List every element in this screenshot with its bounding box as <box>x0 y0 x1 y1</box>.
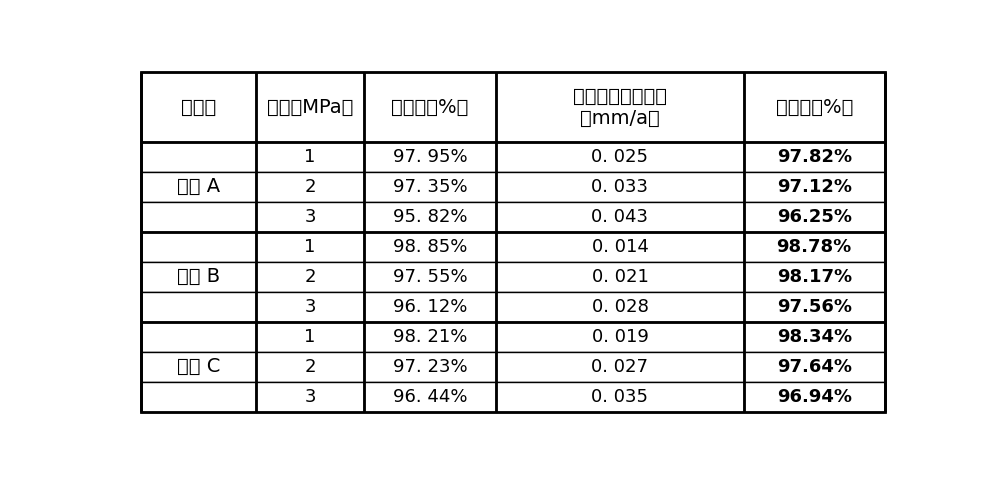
Text: 配方 C: 配方 C <box>177 357 220 376</box>
Text: 96.25%: 96.25% <box>777 208 852 226</box>
Text: 1: 1 <box>304 238 316 256</box>
Text: 阻垢率（%）: 阻垢率（%） <box>391 98 469 116</box>
Bar <box>744 352 885 382</box>
Text: 复合剂: 复合剂 <box>181 98 216 116</box>
Bar <box>496 262 744 292</box>
Text: 98. 85%: 98. 85% <box>393 238 467 256</box>
Text: 2: 2 <box>304 268 316 285</box>
Text: 98. 21%: 98. 21% <box>393 328 467 346</box>
Text: 96. 12%: 96. 12% <box>393 297 467 316</box>
Text: 97. 95%: 97. 95% <box>393 148 467 166</box>
Text: 97.12%: 97.12% <box>777 178 852 196</box>
Bar <box>256 292 364 321</box>
Text: 3: 3 <box>304 388 316 406</box>
Bar <box>744 72 885 142</box>
Bar <box>364 72 496 142</box>
Bar <box>364 142 496 172</box>
Text: 2: 2 <box>304 358 316 376</box>
Bar <box>496 232 744 262</box>
Bar <box>744 262 885 292</box>
Text: 96.94%: 96.94% <box>777 388 852 406</box>
Bar <box>256 172 364 202</box>
Text: 0. 014: 0. 014 <box>592 238 648 256</box>
Bar <box>744 382 885 411</box>
Text: 97.64%: 97.64% <box>777 358 852 376</box>
Bar <box>744 292 885 321</box>
Bar <box>140 321 256 352</box>
Text: 0. 025: 0. 025 <box>591 148 648 166</box>
Bar <box>256 382 364 411</box>
Bar <box>496 382 744 411</box>
Text: 98.17%: 98.17% <box>777 268 852 285</box>
Text: 96. 44%: 96. 44% <box>393 388 467 406</box>
Bar <box>364 202 496 232</box>
Text: 配方 B: 配方 B <box>177 267 220 286</box>
Bar <box>744 232 885 262</box>
Bar <box>256 232 364 262</box>
Bar <box>140 72 256 142</box>
Bar <box>364 352 496 382</box>
Bar <box>140 142 256 172</box>
Text: 0. 035: 0. 035 <box>591 388 648 406</box>
Text: 97. 23%: 97. 23% <box>393 358 467 376</box>
Bar <box>364 262 496 292</box>
Bar <box>496 292 744 321</box>
Text: 98.34%: 98.34% <box>777 328 852 346</box>
Bar <box>140 352 256 382</box>
Text: 1: 1 <box>304 328 316 346</box>
Text: 3: 3 <box>304 297 316 316</box>
Text: 97. 55%: 97. 55% <box>393 268 467 285</box>
Text: 0. 027: 0. 027 <box>591 358 648 376</box>
Text: 压力（MPa）: 压力（MPa） <box>267 98 353 116</box>
Bar <box>256 321 364 352</box>
Text: 配方 A: 配方 A <box>177 177 220 196</box>
Bar <box>744 202 885 232</box>
Text: 97.56%: 97.56% <box>777 297 852 316</box>
Bar <box>256 142 364 172</box>
Bar <box>140 232 256 262</box>
Bar <box>744 142 885 172</box>
Bar <box>140 262 256 292</box>
Bar <box>140 292 256 321</box>
Bar <box>496 72 744 142</box>
Text: 0. 019: 0. 019 <box>592 328 648 346</box>
Bar <box>140 202 256 232</box>
Text: 98.78%: 98.78% <box>777 238 852 256</box>
Text: 95. 82%: 95. 82% <box>393 208 467 226</box>
Bar <box>496 202 744 232</box>
Bar <box>744 321 885 352</box>
Bar <box>140 382 256 411</box>
Text: 0. 033: 0. 033 <box>591 178 648 196</box>
Text: 1: 1 <box>304 148 316 166</box>
Text: 3: 3 <box>304 208 316 226</box>
Text: 0. 043: 0. 043 <box>591 208 648 226</box>
Bar <box>364 321 496 352</box>
Bar <box>256 72 364 142</box>
Bar <box>496 142 744 172</box>
Bar <box>364 382 496 411</box>
Bar <box>496 172 744 202</box>
Bar <box>364 172 496 202</box>
Bar <box>744 172 885 202</box>
Text: 97.82%: 97.82% <box>777 148 852 166</box>
Bar <box>140 172 256 202</box>
Bar <box>496 321 744 352</box>
Bar <box>364 292 496 321</box>
Bar <box>256 202 364 232</box>
Text: 0. 028: 0. 028 <box>592 297 648 316</box>
Bar <box>256 262 364 292</box>
Text: 缓蚀率（%）: 缓蚀率（%） <box>776 98 853 116</box>
Text: 2: 2 <box>304 178 316 196</box>
Bar <box>364 232 496 262</box>
Bar <box>256 352 364 382</box>
Text: 97. 35%: 97. 35% <box>393 178 467 196</box>
Bar <box>496 352 744 382</box>
Text: 0. 021: 0. 021 <box>592 268 648 285</box>
Text: 碳钢平均缓蚀速率
（mm/a）: 碳钢平均缓蚀速率 （mm/a） <box>573 87 667 127</box>
